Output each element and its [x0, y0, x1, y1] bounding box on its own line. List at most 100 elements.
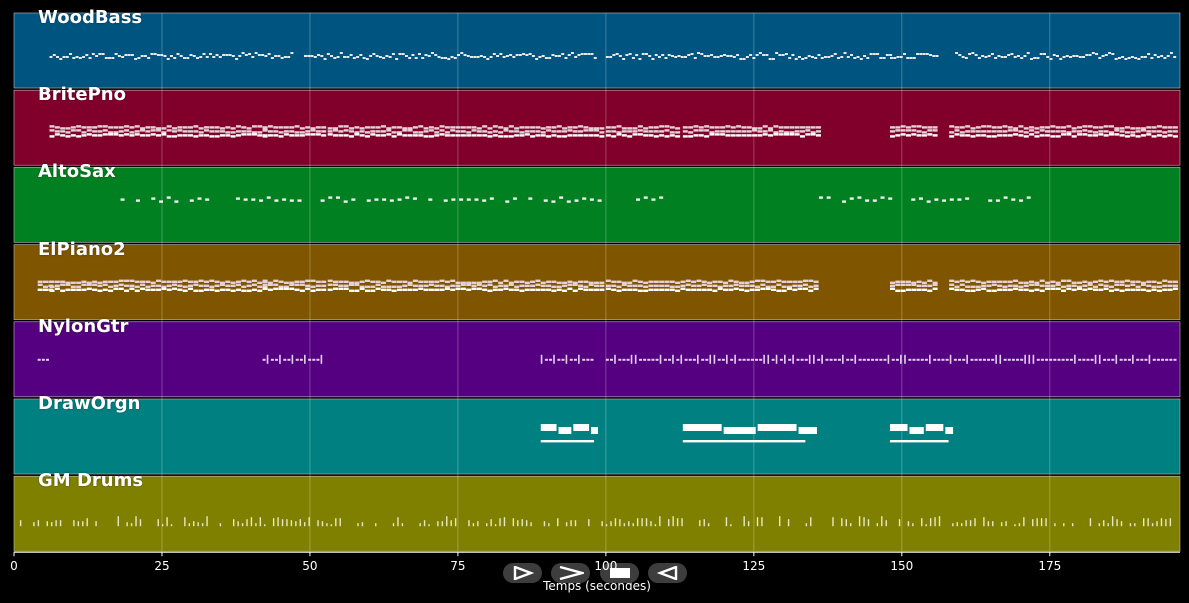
note [916, 288, 922, 291]
note [396, 131, 402, 134]
note [418, 134, 424, 137]
note [76, 125, 82, 128]
note [949, 135, 955, 138]
note [246, 284, 252, 287]
note [857, 196, 862, 199]
note [1165, 519, 1167, 527]
note [246, 130, 252, 133]
note [508, 288, 514, 291]
note [685, 288, 691, 291]
note [535, 130, 541, 133]
note [455, 130, 461, 133]
note [487, 131, 493, 134]
note [364, 279, 370, 282]
note [965, 520, 967, 527]
note [965, 285, 971, 288]
note [241, 130, 247, 133]
note [1082, 125, 1088, 128]
note [262, 279, 268, 282]
note [1162, 135, 1168, 138]
note [492, 125, 498, 128]
note [1082, 56, 1086, 58]
note [755, 54, 759, 56]
note [823, 56, 827, 58]
note [744, 281, 750, 284]
note [134, 280, 140, 283]
note [959, 279, 965, 282]
note-segment [605, 354, 1177, 364]
note [792, 288, 798, 291]
note [648, 284, 654, 287]
note [713, 56, 717, 58]
note [933, 358, 937, 361]
note [177, 134, 183, 137]
note [439, 279, 445, 282]
play-button[interactable] [503, 563, 542, 583]
note [424, 54, 428, 56]
note [402, 288, 408, 291]
note [1146, 280, 1152, 283]
note [1151, 288, 1157, 291]
note [709, 131, 715, 134]
note [986, 130, 992, 133]
note [1146, 289, 1152, 292]
note [693, 129, 699, 132]
note [546, 280, 552, 283]
note [134, 133, 140, 136]
note [129, 126, 135, 129]
note [454, 518, 457, 527]
note [725, 130, 731, 133]
note [349, 127, 355, 130]
note [338, 284, 344, 287]
note [981, 55, 985, 57]
note [299, 127, 305, 130]
note [768, 58, 772, 60]
note [975, 126, 981, 129]
note [257, 131, 263, 134]
note [800, 135, 806, 138]
track-label: ElPiano2 [38, 238, 126, 260]
note [443, 57, 447, 59]
note [752, 134, 758, 137]
note [1066, 279, 1072, 282]
note [551, 126, 557, 129]
back-button[interactable] [648, 563, 687, 583]
note [703, 519, 705, 527]
note [723, 288, 729, 291]
note [932, 281, 938, 284]
note [294, 131, 300, 134]
note [423, 280, 429, 283]
note [611, 288, 617, 291]
note [1151, 285, 1157, 288]
note [885, 520, 887, 527]
forward-button[interactable] [551, 563, 590, 583]
note [182, 126, 188, 129]
note [418, 280, 424, 283]
note [86, 129, 92, 132]
note [551, 289, 557, 292]
track-label: NylonGtr [38, 315, 129, 337]
note [986, 280, 992, 283]
note [283, 56, 287, 58]
note [305, 279, 311, 282]
note [900, 133, 906, 136]
note [375, 523, 377, 527]
note [1127, 358, 1131, 361]
note [1002, 288, 1008, 291]
note [466, 281, 472, 284]
note [723, 281, 729, 284]
note [921, 281, 927, 284]
note-segment [37, 358, 49, 361]
note [791, 54, 795, 56]
note [166, 196, 171, 199]
note [412, 134, 418, 137]
note [343, 287, 349, 290]
stop-button[interactable] [600, 563, 639, 583]
note [225, 54, 229, 56]
note [955, 52, 959, 54]
note [192, 55, 196, 57]
note [688, 135, 694, 138]
note [981, 130, 987, 133]
note [37, 358, 41, 361]
note [696, 284, 702, 287]
